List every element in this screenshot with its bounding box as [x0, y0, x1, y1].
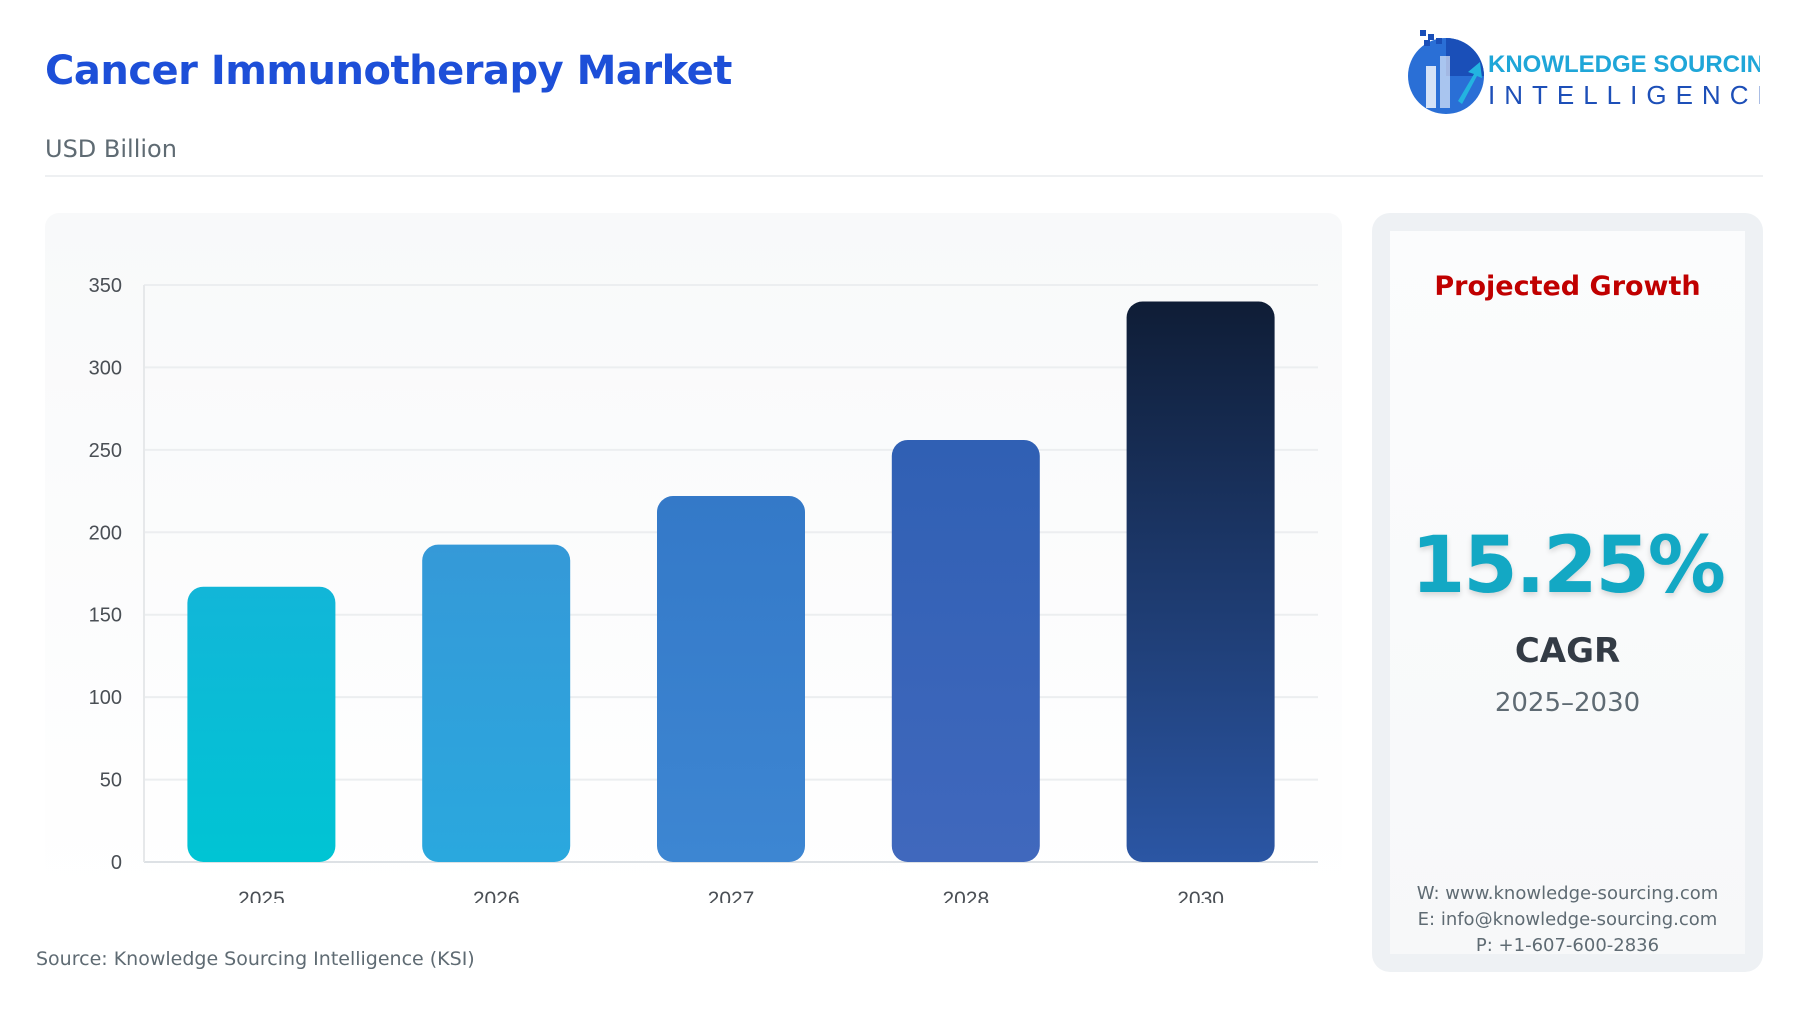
contact-web[interactable]: W: www.knowledge-sourcing.com: [1416, 883, 1719, 904]
x-tick-label: 2028: [942, 888, 989, 903]
y-tick-label: 150: [89, 605, 122, 627]
y-tick-label: 350: [89, 275, 122, 297]
cagr-value: 15.25%: [1411, 521, 1726, 611]
bar-2028: [891, 439, 1040, 862]
cagr-label: CAGR: [1514, 631, 1621, 671]
logo-icon: KNOWLEDGE SOURCING INTELLIGENCE: [1408, 30, 1783, 114]
bar-chart: 0 50 100 150 200 250 300 350 2025 2026 2027 2028 203…: [89, 275, 1318, 903]
growth-card: Projected Growth 15.25% CAGR 2025–2030 W…: [1372, 213, 1763, 972]
cagr-period: 2025–2030: [1494, 688, 1641, 718]
unit-label: USD Billion: [45, 135, 177, 163]
x-tick-label: 2030: [1177, 888, 1224, 903]
source-note: Source: Knowledge Sourcing Intelligence …: [36, 948, 475, 970]
y-tick-label: 250: [89, 440, 122, 462]
projected-growth-heading: Projected Growth: [1434, 271, 1701, 302]
bar-2026: [422, 544, 571, 862]
contact-phone: P: +1-607-600-2836: [1475, 935, 1660, 956]
x-tick-label: 2026: [473, 888, 520, 903]
logo-text-1: KNOWLEDGE SOURCING: [1488, 51, 1760, 78]
y-tick-label: 0: [111, 852, 122, 874]
contact-email[interactable]: E: info@knowledge-sourcing.com: [1417, 909, 1718, 930]
bar-2025: [187, 586, 336, 862]
divider: [45, 175, 1763, 177]
y-tick-label: 50: [100, 770, 122, 792]
growth-card-inner: Projected Growth 15.25% CAGR 2025–2030 W…: [1390, 231, 1745, 956]
y-tick-label: 100: [89, 687, 122, 709]
chart-card: 0 50 100 150 200 250 300 350 2025 2026 2027 2028 203…: [45, 213, 1342, 903]
x-tick-label: 2027: [708, 888, 755, 903]
bar-2027: [657, 496, 805, 862]
logo-text-2: INTELLIGENCE: [1488, 80, 1760, 110]
y-tick-label: 200: [89, 522, 122, 544]
company-logo: KNOWLEDGE SOURCING INTELLIGENCE: [1400, 26, 1783, 121]
x-tick-label: 2025: [238, 888, 285, 903]
page-title: Cancer Immunotherapy Market: [45, 48, 732, 94]
y-tick-label: 300: [89, 357, 122, 379]
bar-2030: [1126, 301, 1275, 862]
